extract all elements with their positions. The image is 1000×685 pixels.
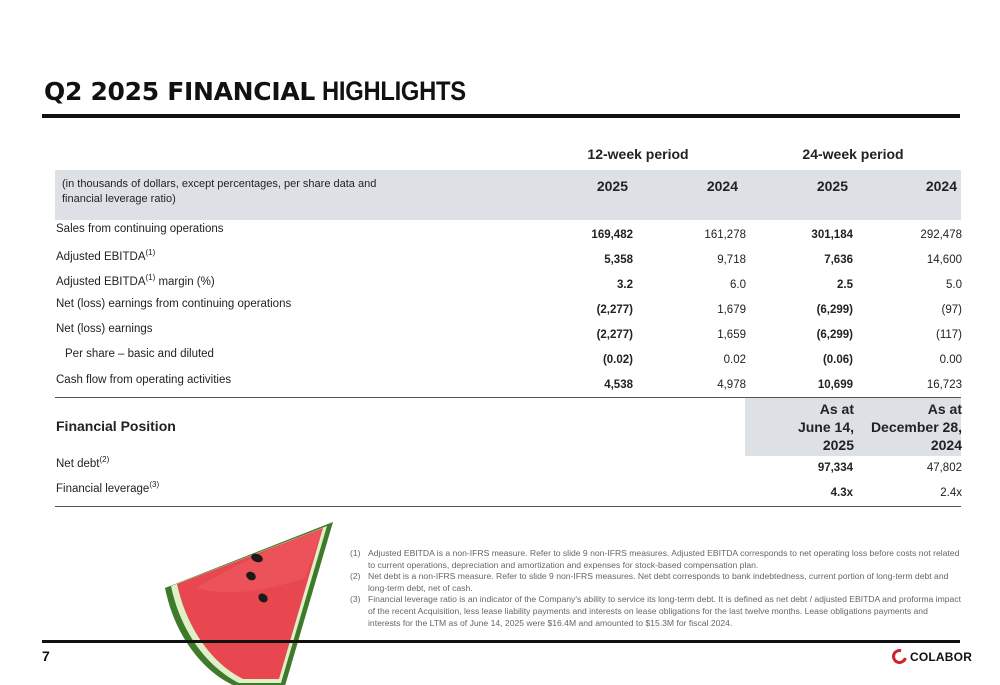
row-label-sup: (2) (99, 455, 110, 464)
fp-head-december: As at December 28, 2024 (862, 400, 962, 454)
cell: 7,636 (824, 254, 853, 266)
cell: 0.02 (723, 354, 746, 366)
row-label: Net (loss) earnings from continuing oper… (56, 298, 292, 310)
cell: 47,802 (926, 462, 962, 474)
watermelon-slice-image (165, 522, 333, 685)
period-24-week: 24-week period (802, 146, 904, 162)
fp-head-line: June 14, (797, 419, 854, 435)
footnote: (1) Adjusted EBITDA is a non-IFRS measur… (350, 548, 962, 571)
title-rule (42, 114, 960, 118)
cell: (0.06) (822, 354, 853, 366)
financial-position-header-band (745, 398, 961, 456)
footnote-text: Net debt is a non-IFRS measure. Refer to… (368, 571, 949, 593)
row-label-sup: (1) (145, 248, 156, 257)
cell: 10,699 (817, 379, 853, 391)
logo-mark-icon (889, 646, 910, 667)
table-divider (55, 397, 961, 398)
row-label-text: Financial leverage (56, 482, 150, 495)
row-label: Adjusted EBITDA(1) margin (%) (56, 273, 215, 288)
footer-rule (42, 640, 960, 643)
logo-text: COLABOR (910, 649, 973, 664)
table-bottom-rule (55, 506, 961, 507)
cell: (6,299) (816, 304, 853, 316)
cell: 4,538 (604, 379, 633, 391)
cell: 292,478 (920, 229, 962, 241)
row-label: Sales from continuing operations (56, 223, 224, 235)
footnote: (3) Financial leverage ratio is an indic… (350, 594, 962, 629)
year-24w-2025: 2025 (816, 178, 848, 194)
financial-position-title: Financial Position (56, 418, 176, 434)
cell: (97) (941, 304, 962, 316)
colabor-logo: COLABOR (889, 646, 973, 667)
row-label: Cash flow from operating activities (56, 374, 232, 386)
row-label-text: Net debt (56, 457, 100, 470)
cell: 169,482 (591, 229, 633, 241)
footnote-number: (2) (350, 571, 361, 582)
row-label-text: Adjusted EBITDA (56, 275, 146, 288)
fp-head-line: As at (927, 401, 962, 417)
cell: 5.0 (946, 279, 962, 291)
cell: 9,718 (717, 254, 746, 266)
cell: 161,278 (704, 229, 746, 241)
page-number: 7 (42, 648, 50, 664)
table-header-band (55, 170, 961, 220)
cell: 1,679 (717, 304, 746, 316)
cell: 3.2 (617, 279, 633, 291)
row-label: Adjusted EBITDA(1) (56, 248, 155, 263)
units-note: (in thousands of dollars, except percent… (62, 178, 377, 205)
title-light: HIGHLIGHTS (322, 76, 467, 106)
footnote-number: (3) (350, 594, 361, 605)
fp-head-line: As at (819, 401, 854, 417)
fp-head-june: As at June 14, 2025 (770, 400, 854, 454)
fp-head-line: December 28, (870, 419, 962, 435)
row-label-suffix: margin (%) (155, 275, 215, 288)
cell: 5,358 (604, 254, 633, 266)
cell: (0.02) (602, 354, 633, 366)
cell: 16,723 (926, 379, 962, 391)
cell: 14,600 (926, 254, 962, 266)
fp-head-line: 2024 (930, 437, 962, 453)
footnote-number: (1) (350, 548, 361, 558)
cell: (2,277) (596, 329, 633, 341)
cell: 2.5 (837, 279, 853, 291)
footnote-text: Adjusted EBITDA is a non-IFRS measure. R… (368, 548, 960, 570)
cell: 4.3x (830, 487, 853, 499)
row-label: Per share – basic and diluted (65, 348, 214, 360)
page-title: Q2 2025 FINANCIAL HIGHLIGHTS (44, 76, 486, 107)
year-24w-2024: 2024 (925, 178, 957, 194)
cell: 97,334 (817, 462, 853, 474)
cell: 0.00 (939, 354, 962, 366)
year-12w-2025: 2025 (596, 178, 628, 194)
cell: 1,659 (717, 329, 746, 341)
fp-head-line: 2025 (822, 437, 854, 453)
footnote-text: Financial leverage ratio is an indicator… (368, 594, 961, 628)
cell: 301,184 (811, 229, 853, 241)
row-label: Net debt(2) (56, 455, 109, 470)
cell: 6.0 (730, 279, 746, 291)
cell: 2.4x (940, 487, 962, 499)
year-12w-2024: 2024 (706, 178, 738, 194)
title-bold: Q2 2025 FINANCIAL (44, 77, 316, 106)
row-label-text: Adjusted EBITDA (56, 250, 146, 263)
footnote: (2) Net debt is a non-IFRS measure. Refe… (350, 571, 962, 594)
row-label-sup: (1) (145, 273, 156, 282)
row-label: Financial leverage(3) (56, 480, 159, 495)
cell: (2,277) (596, 304, 633, 316)
cell: (6,299) (816, 329, 853, 341)
period-12-week: 12-week period (587, 146, 689, 162)
footnotes: (1) Adjusted EBITDA is a non-IFRS measur… (350, 548, 962, 629)
row-label: Net (loss) earnings (56, 323, 153, 335)
cell: (117) (936, 329, 962, 341)
row-label-sup: (3) (149, 480, 160, 489)
cell: 4,978 (717, 379, 746, 391)
